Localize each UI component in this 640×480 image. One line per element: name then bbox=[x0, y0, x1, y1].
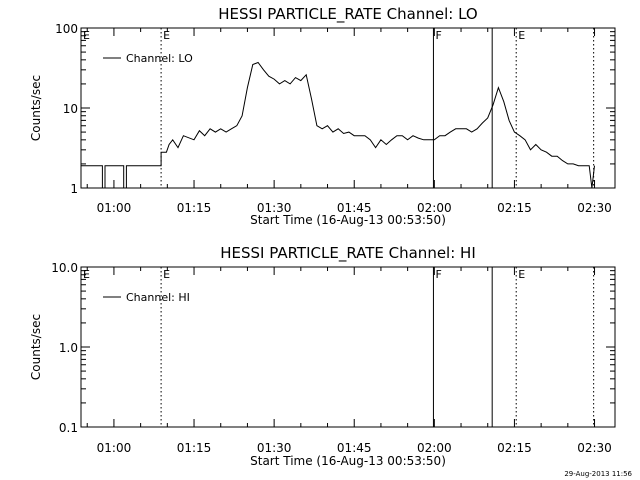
footer-timestamp: 29-Aug-2013 11:56 bbox=[564, 470, 632, 478]
x-axis-label: Start Time (16-Aug-13 00:53:50) bbox=[250, 213, 446, 227]
event-marker-label: F bbox=[435, 29, 441, 42]
y-tick-label: 100 bbox=[55, 22, 78, 36]
y-tick-label: 0.1 bbox=[59, 421, 78, 435]
x-tick-label: 01:30 bbox=[257, 201, 292, 215]
y-tick-label: 1 bbox=[70, 182, 78, 196]
x-tick-label: 02:15 bbox=[497, 441, 532, 455]
event-marker-label: E bbox=[518, 29, 525, 42]
x-tick-label: 01:15 bbox=[177, 441, 212, 455]
x-tick-label: 02:00 bbox=[417, 201, 452, 215]
x-tick-label: 02:15 bbox=[497, 201, 532, 215]
y-tick-label: 10 bbox=[63, 102, 78, 116]
event-marker-label: E bbox=[163, 29, 170, 42]
x-tick-label: 01:00 bbox=[97, 441, 132, 455]
y-tick-label: 10.0 bbox=[51, 261, 78, 275]
x-tick-label: 01:30 bbox=[257, 441, 292, 455]
y-axis-label: Counts/sec bbox=[29, 75, 43, 141]
event-marker-label: E bbox=[518, 268, 525, 281]
event-marker-label: F bbox=[435, 268, 441, 281]
legend-entry: Channel: LO bbox=[126, 52, 193, 65]
y-axis-label: Counts/sec bbox=[29, 314, 43, 380]
chart-title: HESSI PARTICLE_RATE Channel: LO bbox=[218, 5, 477, 24]
legend-entry: Channel: HI bbox=[126, 291, 190, 304]
chart-title: HESSI PARTICLE_RATE Channel: HI bbox=[220, 244, 476, 263]
x-tick-label: 02:30 bbox=[577, 441, 612, 455]
series-line bbox=[81, 61, 595, 189]
x-tick-label: 02:30 bbox=[577, 201, 612, 215]
event-marker-label: E bbox=[163, 268, 170, 281]
x-tick-label: 01:00 bbox=[97, 201, 132, 215]
x-tick-label: 01:45 bbox=[337, 201, 372, 215]
x-tick-label: 01:45 bbox=[337, 441, 372, 455]
x-tick-label: 02:00 bbox=[417, 441, 452, 455]
x-tick-label: 01:15 bbox=[177, 201, 212, 215]
event-marker-label: E bbox=[83, 29, 90, 42]
event-marker-label: E bbox=[83, 268, 90, 281]
x-axis-label: Start Time (16-Aug-13 00:53:50) bbox=[250, 454, 446, 468]
y-tick-label: 1.0 bbox=[59, 341, 78, 355]
